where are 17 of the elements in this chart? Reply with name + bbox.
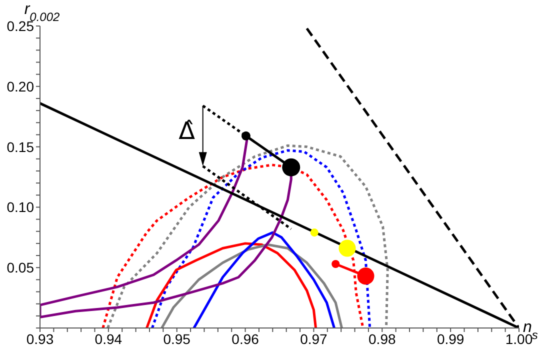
x-tick-label: 0.94 bbox=[94, 330, 122, 347]
x-tick-label: 0.97 bbox=[300, 330, 328, 347]
x-tick-label: 0.99 bbox=[436, 330, 464, 347]
line-series bbox=[150, 149, 372, 328]
x-tick-label: 1.00 bbox=[505, 330, 533, 347]
x-tick-label: 0.98 bbox=[368, 330, 396, 347]
x-tick-label: 0.93 bbox=[26, 330, 54, 347]
annotation: Δ̂ bbox=[178, 116, 196, 144]
y-tick-label: 0.05 bbox=[6, 260, 34, 276]
x-tick-label: 0.96 bbox=[232, 330, 260, 347]
y-tick-label: 0.10 bbox=[6, 199, 34, 216]
y-tick-label: 0.20 bbox=[6, 78, 34, 94]
line-series bbox=[192, 231, 336, 328]
line-series bbox=[146, 242, 318, 328]
x-tick-label: 0.95 bbox=[163, 330, 191, 347]
line-series bbox=[106, 144, 389, 328]
y-tick-label: 0.15 bbox=[6, 138, 34, 155]
